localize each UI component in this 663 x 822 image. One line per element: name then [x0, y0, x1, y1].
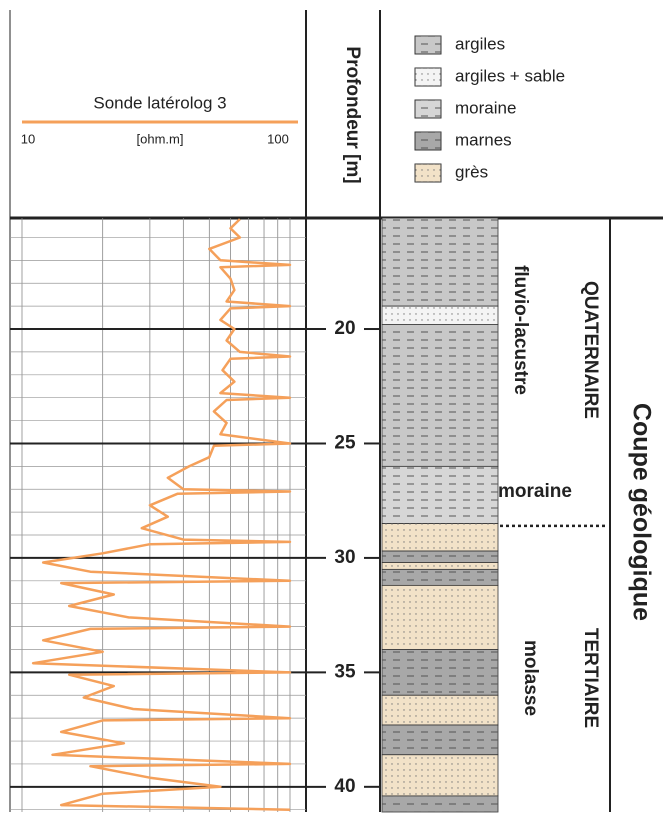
- layer-pattern: [382, 754, 498, 796]
- resistivity-curve: [31, 218, 292, 811]
- annotation: molasse: [520, 640, 541, 716]
- legend-label: marnes: [455, 130, 512, 149]
- log-title: Sonde latérolog 3: [93, 93, 226, 112]
- x-tick-label: 100: [267, 131, 289, 146]
- x-unit: [ohm.m]: [137, 131, 184, 146]
- layer-pattern: [382, 585, 498, 650]
- grid: [10, 218, 380, 812]
- y-tick-label: 30: [334, 547, 355, 568]
- layer-pattern: [382, 218, 498, 307]
- legend-label: grès: [455, 162, 488, 181]
- layer-pattern: [382, 725, 498, 755]
- y-tick-label: 25: [334, 432, 356, 453]
- layer-pattern: [382, 562, 498, 570]
- frame: [9, 10, 663, 812]
- legend-swatch-pattern: [415, 100, 441, 118]
- layer-pattern: [382, 551, 498, 563]
- legend-swatch-pattern: [415, 68, 441, 86]
- annotation: moraine: [498, 481, 572, 502]
- layer-pattern: [382, 695, 498, 726]
- layer-pattern: [382, 569, 498, 586]
- layer-pattern: [382, 324, 498, 467]
- layer-pattern: [382, 795, 498, 812]
- legend-swatch-pattern: [415, 164, 441, 182]
- y-tick-label: 35: [334, 661, 356, 682]
- y-tick-label: 40: [334, 776, 355, 797]
- legend: argiles argiles + sable moraine marnes grès: [414, 34, 565, 183]
- annotation: fluvio-lacustre: [510, 265, 531, 395]
- legend-label: moraine: [455, 98, 516, 117]
- layer-pattern: [382, 523, 498, 552]
- legend-label: argiles: [455, 34, 505, 53]
- annotation: QUATERNAIRE: [580, 281, 601, 419]
- layer-pattern: [382, 466, 498, 524]
- lithology-column: [381, 217, 608, 813]
- resistivity-line: [31, 218, 292, 811]
- x-tick-label: 10: [21, 131, 35, 146]
- legend-swatch-pattern: [415, 36, 441, 54]
- y-tick-label: 20: [334, 318, 355, 339]
- layer-pattern: [382, 649, 498, 696]
- y-axis-label: Profondeur [m]: [342, 46, 363, 183]
- section-title: Coupe géologique: [627, 403, 655, 621]
- layer-pattern: [382, 306, 498, 325]
- annotation: TERTIAIRE: [580, 628, 601, 728]
- legend-label: argiles + sable: [455, 66, 565, 85]
- legend-swatch-pattern: [415, 132, 441, 150]
